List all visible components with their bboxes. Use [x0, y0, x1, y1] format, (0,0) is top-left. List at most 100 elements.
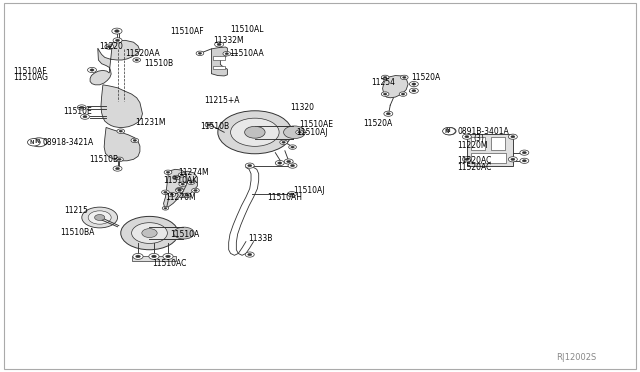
Circle shape	[112, 28, 122, 34]
Circle shape	[403, 76, 406, 78]
Circle shape	[117, 129, 125, 134]
Circle shape	[83, 116, 87, 118]
Polygon shape	[90, 40, 140, 85]
Circle shape	[164, 170, 172, 174]
Circle shape	[173, 227, 194, 239]
Circle shape	[225, 53, 228, 55]
Text: 11510AK: 11510AK	[164, 176, 198, 185]
Circle shape	[248, 164, 252, 167]
Circle shape	[113, 38, 122, 43]
Circle shape	[511, 135, 515, 138]
Circle shape	[217, 43, 221, 46]
Circle shape	[163, 253, 173, 259]
Circle shape	[230, 118, 279, 146]
Circle shape	[214, 42, 223, 47]
Circle shape	[196, 51, 204, 55]
Circle shape	[90, 69, 94, 71]
Circle shape	[290, 193, 294, 195]
Circle shape	[173, 175, 180, 180]
Polygon shape	[383, 76, 408, 98]
Circle shape	[198, 52, 202, 54]
Circle shape	[133, 140, 136, 141]
Text: N: N	[29, 140, 34, 145]
Circle shape	[522, 151, 526, 154]
Circle shape	[284, 159, 293, 164]
Circle shape	[178, 189, 181, 191]
Circle shape	[287, 160, 291, 163]
Circle shape	[28, 138, 40, 146]
Circle shape	[133, 58, 141, 62]
Circle shape	[187, 180, 195, 185]
Text: 11510B: 11510B	[89, 155, 118, 164]
Circle shape	[191, 188, 199, 193]
Circle shape	[218, 111, 292, 154]
Circle shape	[149, 253, 159, 259]
Circle shape	[113, 166, 122, 171]
Text: 11520AC: 11520AC	[458, 155, 492, 164]
Text: 11520A: 11520A	[412, 73, 440, 82]
Text: 08918-3421A: 08918-3421A	[42, 138, 93, 147]
Text: 11510E: 11510E	[63, 108, 92, 116]
Text: 11510AA: 11510AA	[229, 49, 264, 58]
Circle shape	[180, 174, 184, 176]
Circle shape	[287, 192, 296, 197]
Circle shape	[443, 128, 456, 135]
Circle shape	[170, 193, 173, 196]
Circle shape	[282, 141, 285, 143]
Text: N: N	[445, 129, 449, 134]
Text: 11510AF: 11510AF	[170, 27, 204, 36]
Text: 11510AL: 11510AL	[230, 25, 264, 34]
Circle shape	[387, 113, 390, 115]
Text: 11510BA: 11510BA	[60, 228, 95, 237]
Text: 11510AJ: 11510AJ	[296, 128, 328, 137]
Text: 11510A: 11510A	[170, 230, 199, 240]
Circle shape	[278, 162, 282, 164]
Circle shape	[384, 111, 393, 116]
Circle shape	[245, 252, 254, 257]
Circle shape	[121, 217, 178, 250]
Circle shape	[275, 160, 284, 166]
Circle shape	[248, 253, 252, 256]
Text: 11510B: 11510B	[145, 59, 173, 68]
Circle shape	[152, 255, 156, 258]
Circle shape	[178, 173, 186, 177]
Circle shape	[508, 134, 517, 139]
Circle shape	[284, 126, 305, 138]
Circle shape	[401, 75, 408, 80]
Bar	[471, 137, 485, 150]
Circle shape	[298, 131, 301, 133]
Bar	[467, 134, 513, 166]
Circle shape	[166, 255, 170, 258]
Polygon shape	[164, 169, 187, 208]
Text: 11510AF: 11510AF	[13, 67, 47, 76]
Circle shape	[291, 164, 294, 167]
Text: 11270M: 11270M	[166, 193, 196, 202]
Circle shape	[244, 126, 265, 138]
Circle shape	[223, 51, 230, 56]
Circle shape	[383, 93, 387, 95]
Circle shape	[81, 114, 90, 119]
Circle shape	[399, 92, 407, 96]
Bar	[132, 256, 176, 261]
Circle shape	[194, 189, 197, 192]
Circle shape	[463, 157, 471, 162]
Text: 11520AA: 11520AA	[125, 49, 160, 58]
Text: 11520A: 11520A	[364, 119, 393, 128]
Circle shape	[522, 160, 526, 162]
Text: (3): (3)	[473, 134, 484, 143]
Circle shape	[118, 158, 121, 160]
Circle shape	[181, 183, 184, 185]
Circle shape	[175, 188, 183, 193]
Circle shape	[183, 193, 191, 198]
Circle shape	[410, 81, 419, 87]
Circle shape	[135, 59, 138, 61]
Circle shape	[296, 130, 303, 135]
Circle shape	[520, 150, 529, 155]
Circle shape	[205, 123, 212, 127]
Circle shape	[166, 171, 170, 173]
Circle shape	[163, 206, 169, 210]
Text: 11510AH: 11510AH	[268, 193, 303, 202]
Bar	[471, 153, 506, 163]
Circle shape	[132, 223, 168, 243]
Circle shape	[95, 215, 105, 221]
